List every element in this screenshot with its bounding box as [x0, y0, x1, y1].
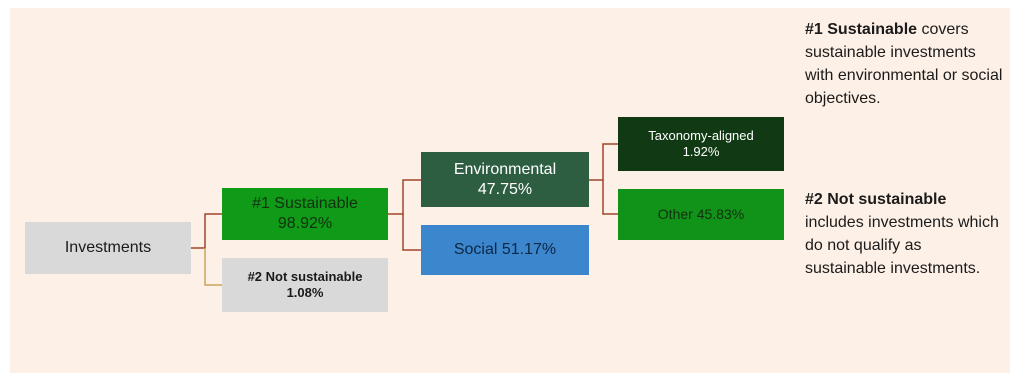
social-box: Social 51.17% [421, 225, 589, 275]
social-label: Social 51.17% [453, 241, 557, 258]
sustainable-title: #1 Sustainable [252, 195, 358, 212]
investments-box: Investments [25, 222, 191, 274]
sustainable-box: #1 Sustainable 98.92% [222, 188, 388, 240]
investments-label: Investments [64, 239, 152, 256]
connector-investments-sustainable [191, 213, 222, 249]
not-sustainable-title: #2 Not sustainable [247, 268, 363, 284]
note-sustainable: #1 Sustainable covers sustainable invest… [805, 18, 1005, 110]
connector-sustainable-social [402, 214, 421, 251]
not-sustainable-value: 1.08% [286, 285, 324, 300]
environmental-box: Environmental 47.75% [421, 152, 589, 207]
note-not-sustainable-text: includes investments which do not qualif… [805, 214, 999, 277]
connector-investments-not-sustainable [204, 248, 222, 286]
connector-environmental-taxonomy [589, 143, 618, 181]
taxonomy-aligned-title: Taxonomy-aligned [648, 127, 754, 143]
other-label: Other 45.83% [657, 205, 745, 222]
note-not-sustainable-lead: #2 Not sustainable [805, 191, 947, 208]
note-sustainable-lead: #1 Sustainable [805, 21, 918, 38]
note-not-sustainable: #2 Not sustainable includes investments … [805, 188, 1005, 280]
sustainable-value: 98.92% [277, 215, 333, 232]
connector-sustainable-environmental [388, 179, 421, 215]
note-sustainable-text: covers sustainable investments with envi… [805, 21, 1003, 107]
environmental-title: Environmental [453, 160, 557, 178]
taxonomy-aligned-value: 1.92% [682, 144, 720, 159]
taxonomy-aligned-box: Taxonomy-aligned 1.92% [618, 117, 784, 171]
other-box: Other 45.83% [618, 189, 784, 240]
environmental-value: 47.75% [477, 180, 533, 198]
not-sustainable-box: #2 Not sustainable 1.08% [222, 258, 388, 312]
connector-environmental-other [602, 180, 618, 215]
